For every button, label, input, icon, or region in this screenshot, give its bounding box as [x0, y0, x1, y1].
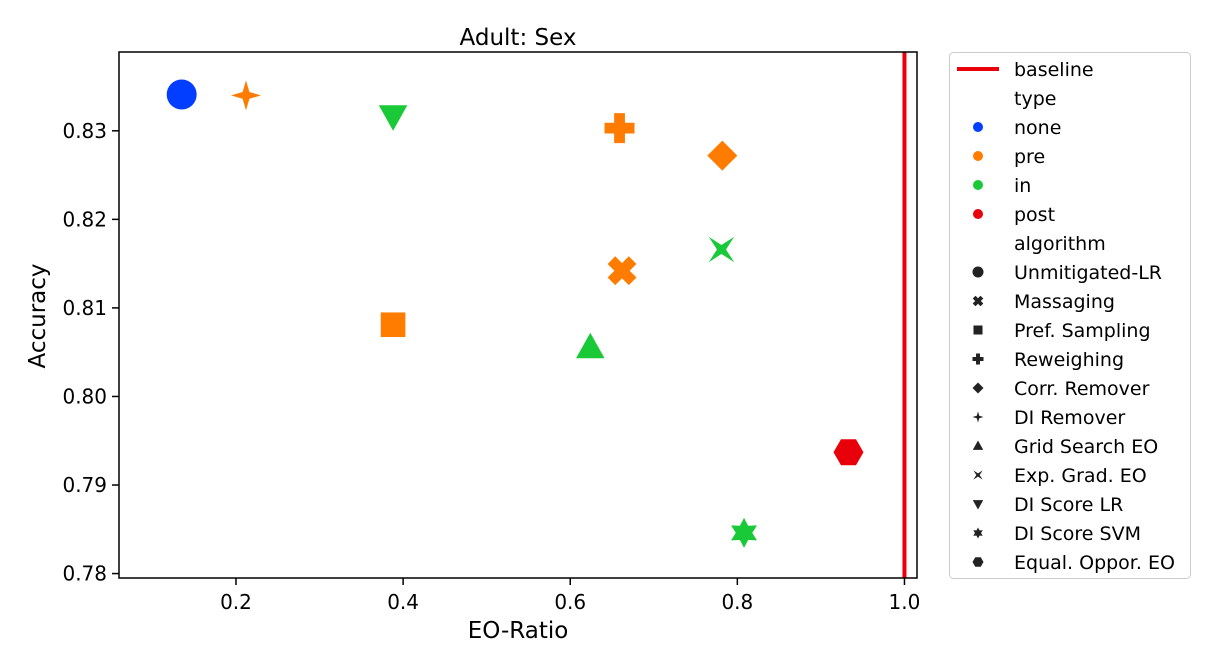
legend-algorithm-exp-grad-eo: Exp. Grad. EO [1014, 465, 1147, 487]
y-tick-label: 0.80 [62, 384, 107, 408]
point-di-score-lr [378, 105, 408, 131]
legend-marker-corr-remover [972, 382, 984, 394]
x-tick-label: 0.2 [220, 590, 252, 614]
legend-marker-grid-search-eo [972, 440, 984, 450]
x-tick-label: 1.0 [889, 590, 921, 614]
legend-type-marker [973, 180, 983, 190]
point-reweighing [604, 113, 635, 144]
legend-algorithm-grid-search-eo: Grid Search EO [1014, 436, 1158, 458]
legend-algorithm-di-remover: DI Remover [1014, 407, 1125, 429]
point-equal-oppor-eo [833, 439, 864, 466]
point-di-remover [231, 80, 262, 111]
legend-type-none: none [1014, 117, 1061, 139]
legend-marker-massaging [972, 295, 984, 307]
x-axis: 0.2 0.4 0.6 0.8 1.0 [220, 578, 920, 614]
point-di-score-svm [731, 517, 758, 548]
legend-marker-equal-oppor-eo [972, 557, 984, 567]
legend-marker-unmitigated-lr [972, 266, 984, 278]
legend-algorithm-di-score-svm: DI Score SVM [1014, 523, 1141, 545]
legend-algorithm-di-score-lr: DI Score LR [1014, 494, 1123, 516]
legend-algorithm-reweighing: Reweighing [1014, 349, 1124, 371]
x-tick-label: 0.4 [387, 590, 419, 614]
legend-marker-reweighing [972, 353, 984, 365]
point-massaging [607, 256, 637, 286]
legend-type-pre: pre [1014, 146, 1045, 168]
y-axis-label: Accuracy [25, 263, 51, 368]
y-tick-label: 0.83 [62, 119, 107, 143]
legend-type-marker [973, 122, 983, 132]
legend-marker-di-remover [972, 411, 984, 423]
legend-frame [949, 52, 1191, 579]
point-exp-grad-eo [708, 236, 735, 263]
y-tick-label: 0.79 [62, 473, 107, 497]
y-axis: 0.78 0.79 0.80 0.81 0.82 0.83 [62, 119, 119, 586]
plot-area [118, 51, 918, 579]
legend-type-in: in [1014, 175, 1031, 197]
y-tick-label: 0.82 [62, 207, 107, 231]
x-tick-label: 0.8 [721, 590, 753, 614]
legend-algorithm-equal-oppor-eo: Equal. Oppor. EO [1014, 552, 1175, 574]
legend-algorithm-massaging: Massaging [1014, 291, 1115, 313]
legend-type-post: post [1014, 204, 1055, 226]
point-pref-sampling [380, 312, 406, 338]
legend-type-header: type [1014, 88, 1056, 110]
legend-marker-exp-grad-eo [973, 470, 983, 480]
legend-algorithm-unmitigated-lr: Unmitigated-LR [1014, 262, 1162, 284]
legend-marker-di-score-lr [972, 500, 984, 510]
point-unmitigated-lr [166, 79, 197, 110]
legend-marker-pref-sampling [973, 325, 983, 335]
legend-algorithm-pref-sampling: Pref. Sampling [1014, 320, 1151, 342]
chart-title: Adult: Sex [460, 25, 577, 51]
point-corr-remover [707, 140, 738, 171]
legend-type-marker [973, 151, 983, 161]
x-axis-label: EO-Ratio [468, 618, 569, 644]
x-tick-label: 0.6 [554, 590, 586, 614]
legend: baseline type none pre in post algorithm Unmiti… [949, 52, 1191, 579]
legend-algorithm-corr-remover: Corr. Remover [1014, 378, 1150, 400]
legend-baseline-label: baseline [1014, 59, 1094, 81]
y-tick-label: 0.81 [62, 296, 107, 320]
legend-type-marker [973, 209, 983, 219]
legend-marker-di-score-svm [973, 527, 983, 539]
legend-algorithm-header: algorithm [1014, 233, 1106, 255]
y-tick-label: 0.78 [62, 562, 107, 586]
point-grid-search-eo [576, 332, 605, 359]
plot-frame [118, 51, 918, 579]
